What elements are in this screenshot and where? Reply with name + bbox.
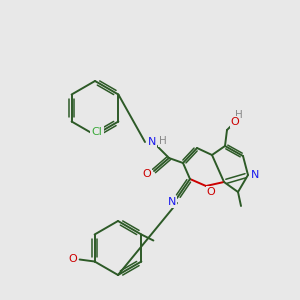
Text: N: N — [148, 137, 156, 147]
Text: H: H — [159, 136, 167, 146]
Text: O: O — [142, 169, 152, 179]
Text: H: H — [235, 110, 243, 120]
Text: N: N — [251, 170, 259, 180]
Text: O: O — [231, 117, 239, 127]
Text: Cl: Cl — [92, 127, 102, 137]
Text: O: O — [207, 187, 215, 197]
Text: N: N — [168, 197, 176, 207]
Text: O: O — [68, 254, 77, 265]
